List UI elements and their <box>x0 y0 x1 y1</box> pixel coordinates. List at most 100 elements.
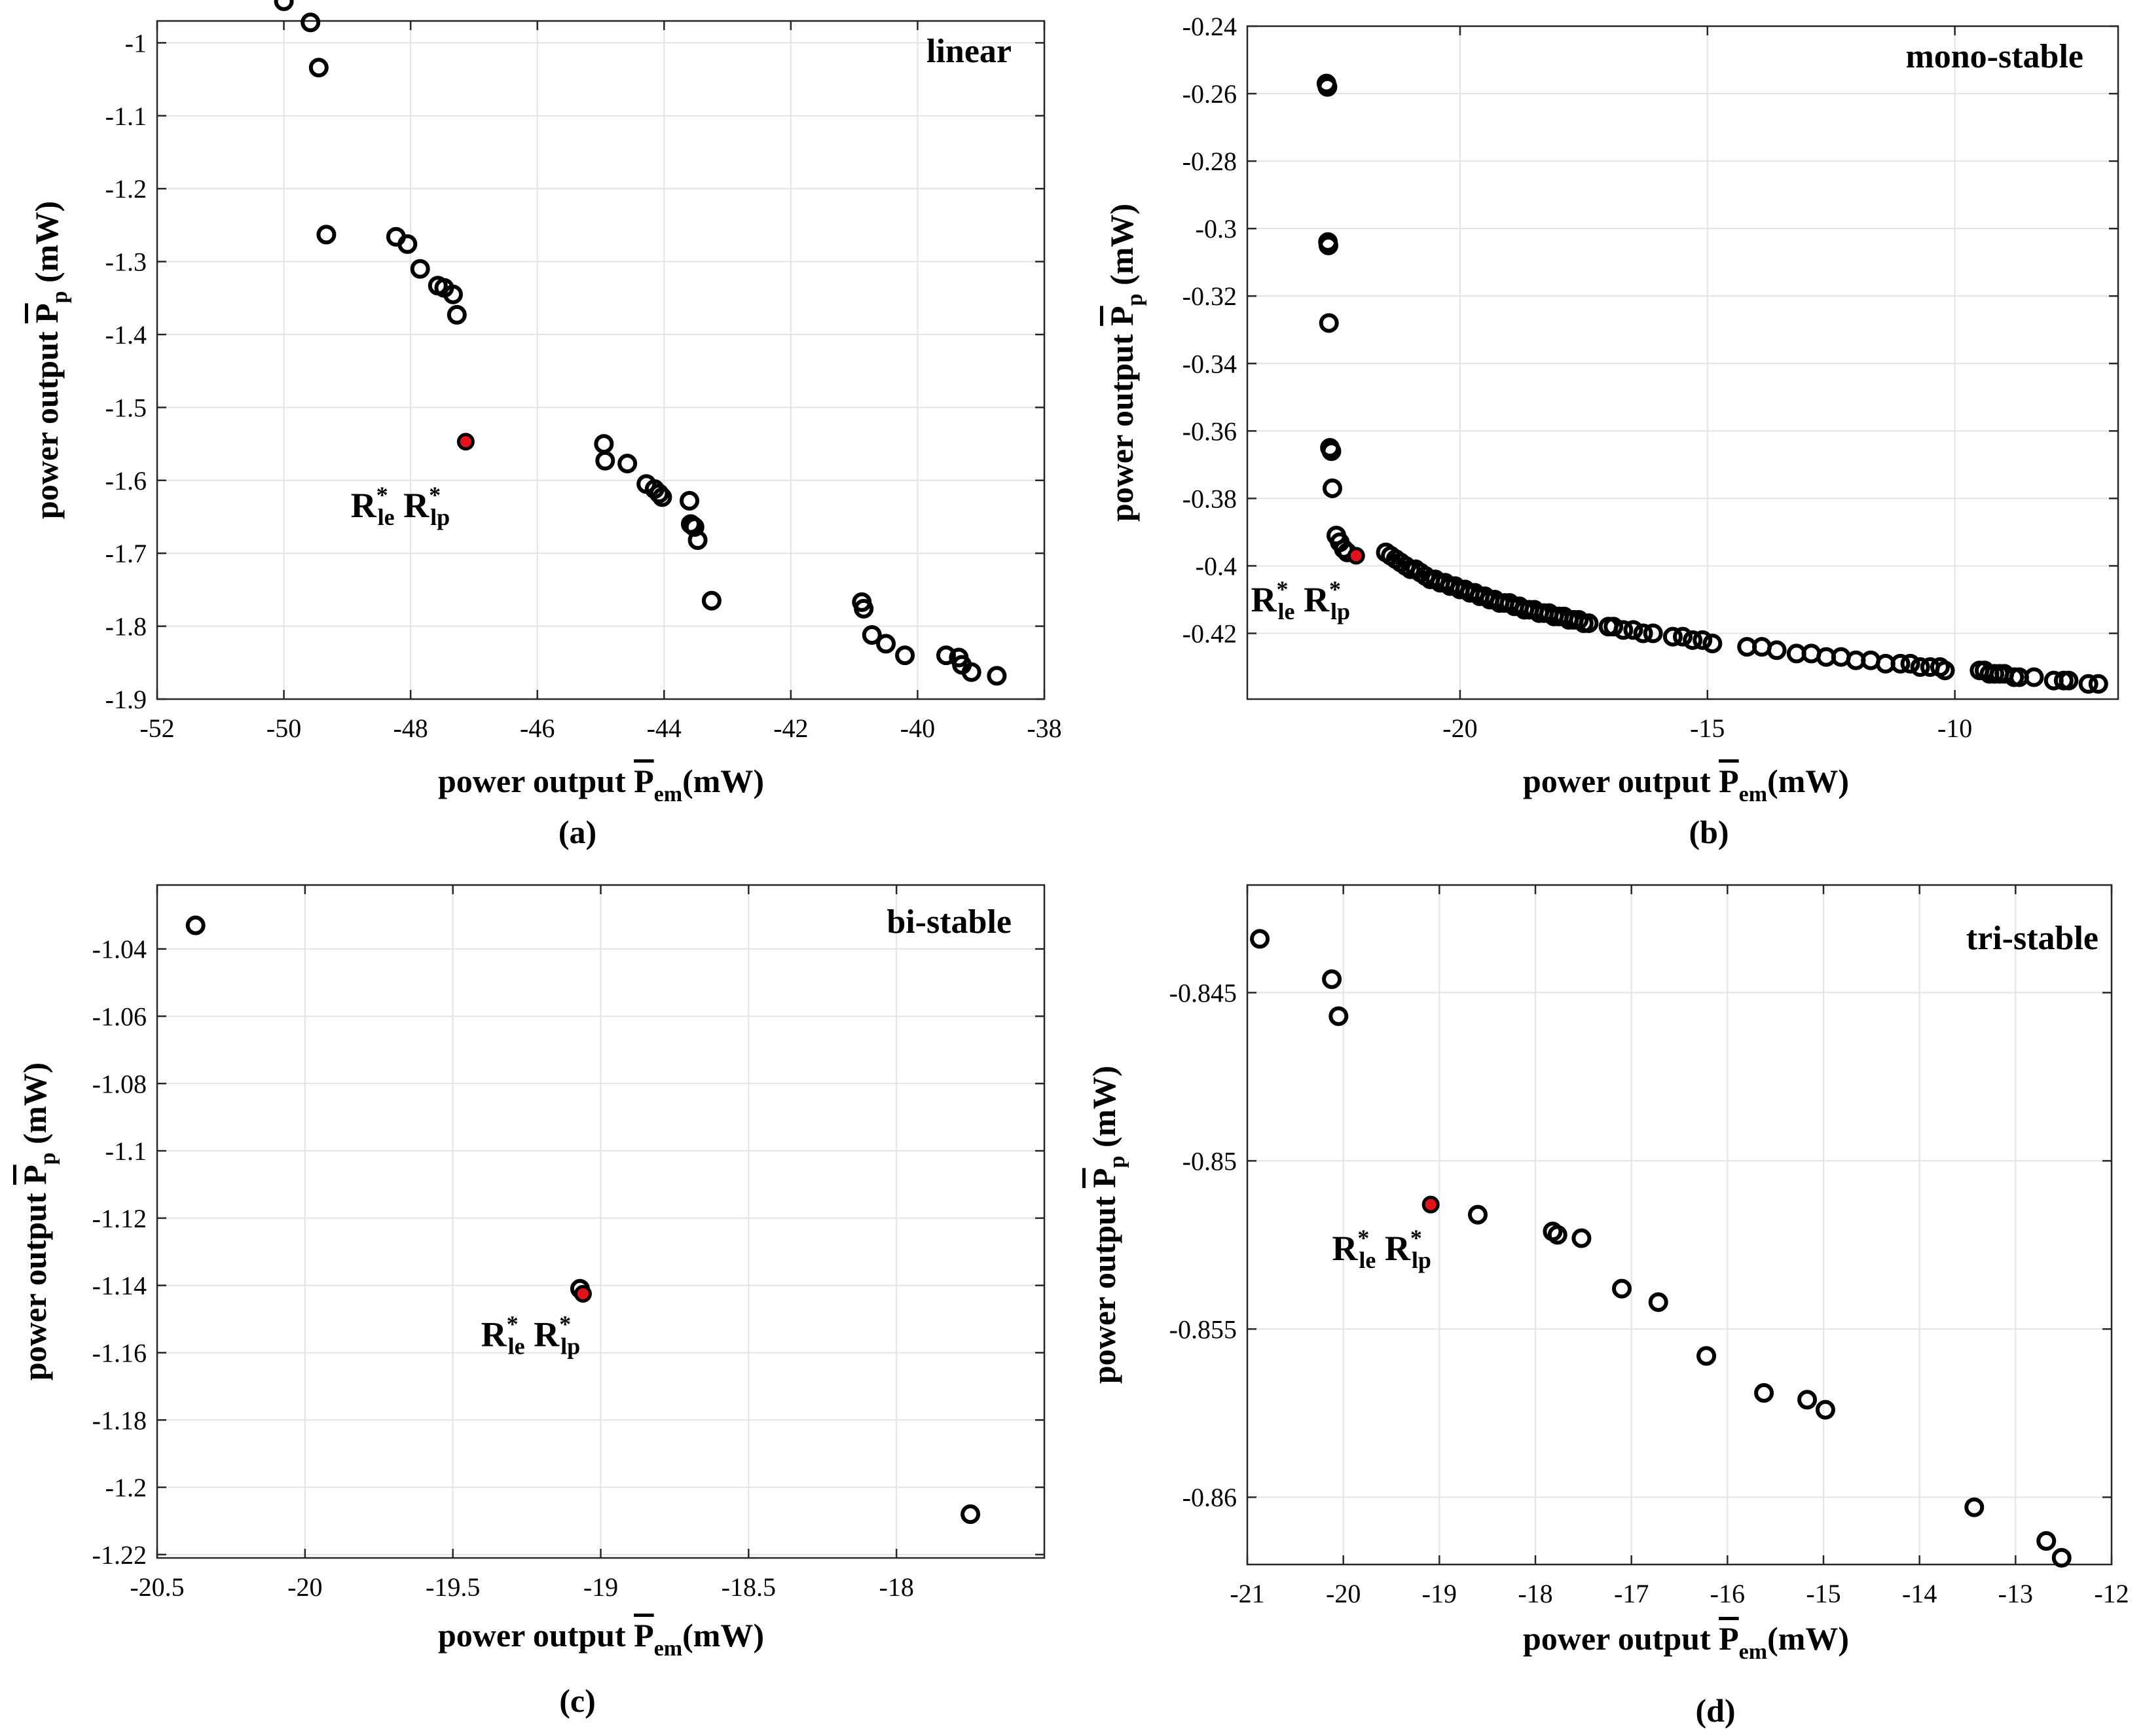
data-point <box>2051 1547 2072 1568</box>
data-point <box>1797 1390 1818 1410</box>
optimum-point <box>1421 1195 1440 1214</box>
data-point <box>936 645 956 666</box>
y-tick-label: -1.06 <box>92 1002 147 1031</box>
y-tick-label: -1.1 <box>105 1136 147 1166</box>
x-tick-label: -46 <box>520 714 555 743</box>
y-tick-label: -0.4 <box>1196 551 1237 581</box>
data-point <box>1571 1228 1592 1248</box>
y-tick-label: -0.85 <box>1182 1146 1237 1176</box>
x-tick-label: -42 <box>773 714 808 743</box>
panel-caption: (d) <box>1695 1692 1735 1729</box>
data-point <box>680 490 699 511</box>
data-point <box>1815 1400 1835 1420</box>
data-point <box>274 0 294 11</box>
x-tick-label: -48 <box>393 714 428 743</box>
x-tick-label: -44 <box>647 714 682 743</box>
panel-caption: (c) <box>559 1682 596 1719</box>
y-tick-label: -1.7 <box>105 539 147 568</box>
data-point <box>1702 633 1723 653</box>
panel-title: mono-stable <box>1905 38 2083 75</box>
y-tick-label: -0.34 <box>1182 349 1237 378</box>
data-point <box>1319 313 1339 333</box>
y-tick-label: -0.28 <box>1182 147 1237 176</box>
data-point <box>961 1504 981 1525</box>
x-tick-label: -12 <box>2094 1579 2129 1608</box>
y-axis-label: power output Pp (mW) <box>1086 1066 1129 1384</box>
optimum-point <box>1347 547 1365 565</box>
data-point <box>1643 623 1663 643</box>
x-tick-label: -20 <box>287 1572 322 1602</box>
x-axis-label: power output Pem(mW) <box>1523 763 1849 806</box>
data-point <box>1623 620 1643 640</box>
optimum-point <box>456 433 475 451</box>
plot-frame <box>1246 25 2119 700</box>
data-point <box>1328 1006 1349 1026</box>
data-point <box>2024 667 2044 687</box>
data-point <box>854 598 874 619</box>
y-tick-label: -1.3 <box>105 247 147 277</box>
x-axis-label: power output Pem(mW) <box>1523 1620 1849 1664</box>
y-tick-label: -1.16 <box>92 1338 147 1367</box>
x-tick-label: -38 <box>1027 714 1061 743</box>
data-point <box>2088 674 2108 694</box>
y-tick-label: -1.08 <box>92 1069 147 1098</box>
data-point <box>1321 441 1342 461</box>
data-point <box>1754 1383 1774 1403</box>
data-point <box>1964 1497 1985 1517</box>
data-point <box>595 450 615 471</box>
y-tick-label: -1.12 <box>92 1204 147 1233</box>
data-point <box>447 304 467 325</box>
data-point <box>301 12 321 33</box>
y-tick-label: -0.845 <box>1169 978 1237 1007</box>
x-tick-label: -19.5 <box>426 1572 480 1602</box>
x-tick-label: -18 <box>879 1572 914 1602</box>
x-tick-label: -14 <box>1902 1579 1937 1608</box>
data-point <box>1318 235 1338 255</box>
y-tick-label: -1.22 <box>92 1540 147 1570</box>
panel-title: linear <box>926 33 1012 70</box>
y-tick-label: -0.38 <box>1182 484 1237 513</box>
data-point <box>594 434 614 454</box>
y-tick-label: -0.42 <box>1182 619 1237 649</box>
chart-panel-linear: -52 -50 -48 -46 -44 -42 -40 -38 -1.9 -1.8 -1.7 -1.6… <box>28 0 1062 850</box>
optimum-annotation: R* le R* lp <box>351 482 450 530</box>
x-tick-label: -19 <box>1422 1579 1457 1608</box>
x-tick-label: -19 <box>583 1572 618 1602</box>
y-tick-label: -0.32 <box>1182 281 1237 311</box>
x-tick-label: -20 <box>1442 714 1477 743</box>
data-point <box>1322 969 1342 989</box>
data-point <box>185 915 206 935</box>
optimum-annotation: R* le R* lp <box>1251 576 1350 624</box>
y-tick-label: -1 <box>125 28 147 58</box>
data-point <box>316 225 337 245</box>
data-point <box>410 259 430 279</box>
y-tick-label: -1.2 <box>105 174 147 204</box>
chart-panel-mono-stable: -20 -15 -10 -0.42 -0.4 -0.38 -0.36 -0.34 -0.32 -0… <box>1103 12 2119 850</box>
x-tick-label: -21 <box>1230 1579 1264 1608</box>
panel-title: bi-stable <box>887 903 1012 941</box>
x-tick-label: -16 <box>1710 1579 1745 1608</box>
data-point <box>1890 653 1911 674</box>
chart-panel-tri-stable: -21 -20 -19 -18 -17 -16 -15 -14 -13 -12 -0.86 -0.85… <box>1086 884 2129 1729</box>
x-tick-label: -15 <box>1806 1579 1841 1608</box>
data-point <box>1648 1292 1668 1312</box>
x-tick-label: -40 <box>900 714 935 743</box>
data-point <box>1579 613 1599 634</box>
data-point <box>1696 1346 1717 1366</box>
optimum-point <box>574 1285 592 1303</box>
x-tick-label: -18 <box>1518 1579 1552 1608</box>
data-point <box>652 487 672 507</box>
x-tick-label: -52 <box>139 714 174 743</box>
x-axis-label: power output Pem(mW) <box>438 1617 764 1661</box>
optimum-annotation: R* le R* lp <box>1332 1225 1431 1273</box>
data-point <box>1673 626 1693 647</box>
data-point <box>687 530 708 551</box>
y-tick-label: -0.86 <box>1182 1483 1237 1512</box>
y-tick-label: -1.1 <box>105 101 147 131</box>
y-axis-label: power output Pp (mW) <box>16 1062 60 1381</box>
data-point <box>1547 1225 1567 1245</box>
y-tick-label: -1.4 <box>105 320 147 350</box>
data-point <box>443 284 463 304</box>
data-point <box>1468 1204 1488 1225</box>
x-tick-label: -18.5 <box>722 1572 776 1602</box>
